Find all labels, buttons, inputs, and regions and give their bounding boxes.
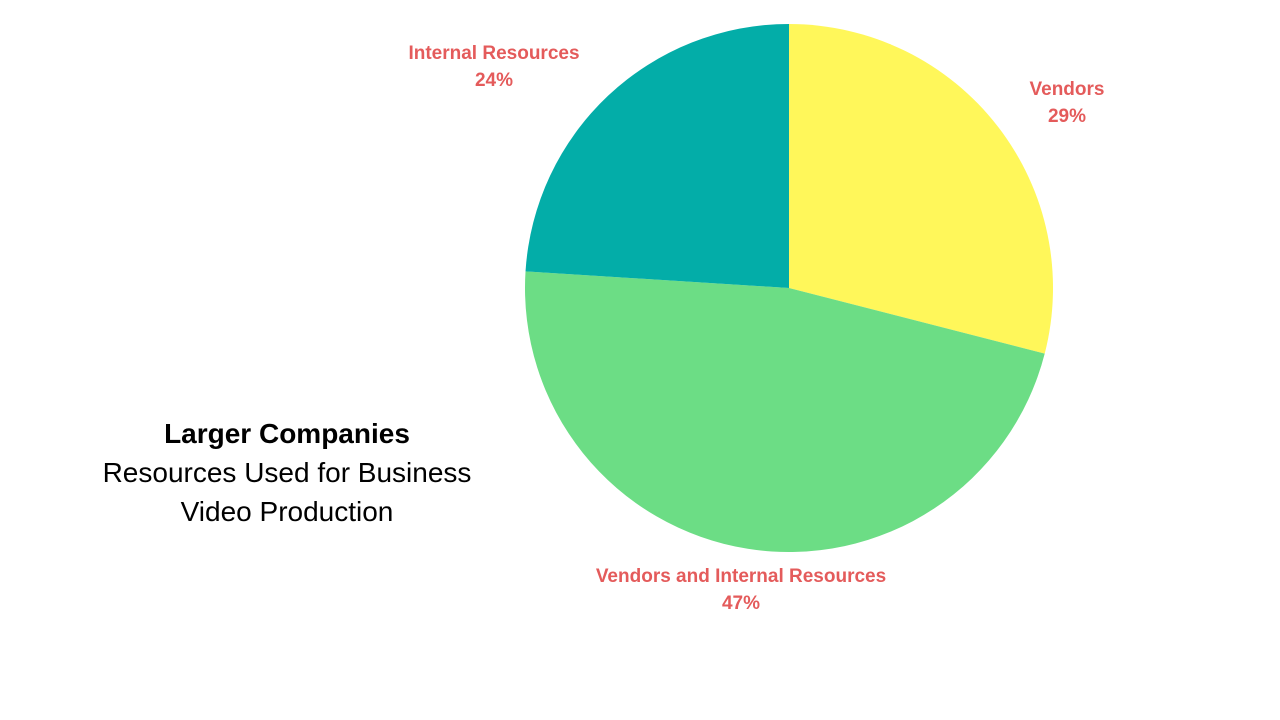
slice-label-vendors: Vendors: [1030, 79, 1105, 100]
slice-labels: Vendors 29% Vendors and Internal Resources…: [408, 43, 1104, 614]
pie-slices: [524, 24, 1054, 553]
slice-value-internal-resources: 24%: [475, 70, 513, 91]
chart-title: Larger Companies: [164, 418, 410, 449]
chart-subtitle: Resources Used for Business Video Produc…: [102, 457, 472, 527]
pie-slice-internal-resources: [525, 24, 789, 288]
slice-value-vendors-and-internal-resources: 47%: [722, 593, 760, 614]
slice-label-vendors-and-internal-resources: Vendors and Internal Resources: [596, 566, 886, 587]
pie-slice-vendors: [789, 24, 1054, 354]
slice-label-internal-resources: Internal Resources: [408, 43, 579, 64]
chart-caption: Larger Companies Resources Used for Busi…: [87, 414, 487, 531]
slice-value-vendors: 29%: [1048, 106, 1086, 127]
pie-slice-vendors-and-internal-resources: [524, 271, 1045, 553]
